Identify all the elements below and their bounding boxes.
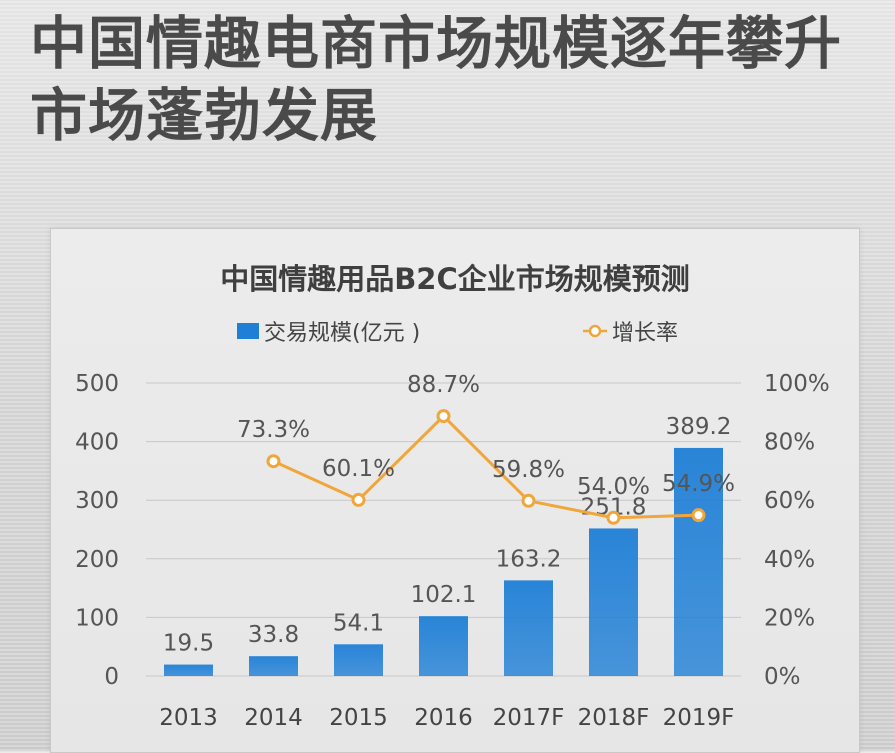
y-left-tick-label: 100 bbox=[75, 605, 119, 631]
bar-value-label: 19.5 bbox=[163, 631, 214, 657]
x-category-label: 2015 bbox=[329, 705, 388, 731]
line-series bbox=[266, 409, 706, 525]
x-category-label: 2013 bbox=[159, 705, 218, 731]
growth-point bbox=[351, 492, 366, 507]
category-axis: 2013 2014 2015 2016 2017F 2018F 2019F bbox=[159, 705, 734, 731]
growth-value-label: 54.9% bbox=[662, 471, 735, 497]
chart-card: 中国情趣用品B2C企业市场规模预测 交易规模(亿元 ) 增长率 0 100 200 3… bbox=[50, 228, 860, 753]
bar bbox=[334, 644, 383, 676]
bar-value-label: 54.1 bbox=[333, 610, 384, 636]
x-category-label: 2017F bbox=[493, 705, 565, 731]
x-category-label: 2019F bbox=[663, 705, 735, 731]
growth-point bbox=[606, 510, 621, 525]
bar-value-label: 389.2 bbox=[666, 414, 732, 440]
y-right-tick-label: 40% bbox=[764, 547, 815, 573]
y-left-tick-label: 200 bbox=[75, 547, 119, 573]
growth-value-label: 73.3% bbox=[237, 417, 310, 443]
growth-line bbox=[272, 414, 699, 520]
bar bbox=[249, 656, 298, 676]
legend: 交易规模(亿元 ) 增长率 bbox=[237, 321, 678, 346]
headline-line-2: 市场蓬勃发展 bbox=[30, 83, 378, 149]
y-right-tick-label: 100% bbox=[764, 371, 830, 397]
legend-line-marker bbox=[588, 324, 602, 338]
bar bbox=[589, 528, 638, 676]
legend-bar-label: 交易规模(亿元 ) bbox=[264, 321, 420, 346]
bar-value-label: 102.1 bbox=[411, 582, 477, 608]
bar-value-label: 33.8 bbox=[248, 622, 299, 648]
y-right-tick-label: 20% bbox=[764, 605, 815, 631]
y-left-tick-label: 300 bbox=[75, 488, 119, 514]
page-headline: 中国情趣电商市场规模逐年攀升 市场蓬勃发展 bbox=[30, 8, 890, 152]
y-left-tick-label: 400 bbox=[75, 430, 119, 456]
growth-point bbox=[521, 493, 536, 508]
legend-line-label: 增长率 bbox=[612, 321, 678, 346]
bar bbox=[504, 580, 553, 676]
x-category-label: 2016 bbox=[414, 705, 473, 731]
growth-point bbox=[266, 454, 281, 469]
bar bbox=[419, 616, 468, 676]
bar-value-label: 163.2 bbox=[496, 546, 562, 572]
headline-line-1: 中国情趣电商市场规模逐年攀升 bbox=[30, 11, 842, 77]
x-category-label: 2014 bbox=[244, 705, 303, 731]
y-right-tick-label: 60% bbox=[764, 488, 815, 514]
bar bbox=[674, 447, 723, 676]
y-right-tick-label: 0% bbox=[764, 664, 801, 690]
growth-value-label: 88.7% bbox=[407, 372, 480, 398]
growth-point bbox=[691, 508, 706, 523]
growth-point bbox=[436, 409, 451, 424]
chart-title: 中国情趣用品B2C企业市场规模预测 bbox=[220, 262, 690, 296]
growth-value-label: 59.8% bbox=[492, 457, 565, 483]
legend-bar-swatch bbox=[237, 323, 259, 339]
bar bbox=[164, 664, 213, 676]
x-category-label: 2018F bbox=[578, 705, 650, 731]
y-right-tick-label: 80% bbox=[764, 430, 815, 456]
y-left-tick-label: 0 bbox=[104, 664, 119, 690]
chart-canvas: 中国情趣用品B2C企业市场规模预测 交易规模(亿元 ) 增长率 0 100 200 3… bbox=[75, 262, 830, 731]
right-axis: 0% 20% 40% 60% 80% 100% bbox=[764, 371, 830, 690]
bar-series bbox=[164, 447, 723, 676]
line-value-labels: 73.3% 60.1% 88.7% 59.8% 54.0% 54.9% bbox=[237, 372, 735, 500]
growth-value-label: 60.1% bbox=[322, 456, 395, 482]
y-left-tick-label: 500 bbox=[75, 371, 119, 397]
left-axis: 0 100 200 300 400 500 bbox=[75, 371, 119, 690]
growth-value-label: 54.0% bbox=[577, 474, 650, 500]
